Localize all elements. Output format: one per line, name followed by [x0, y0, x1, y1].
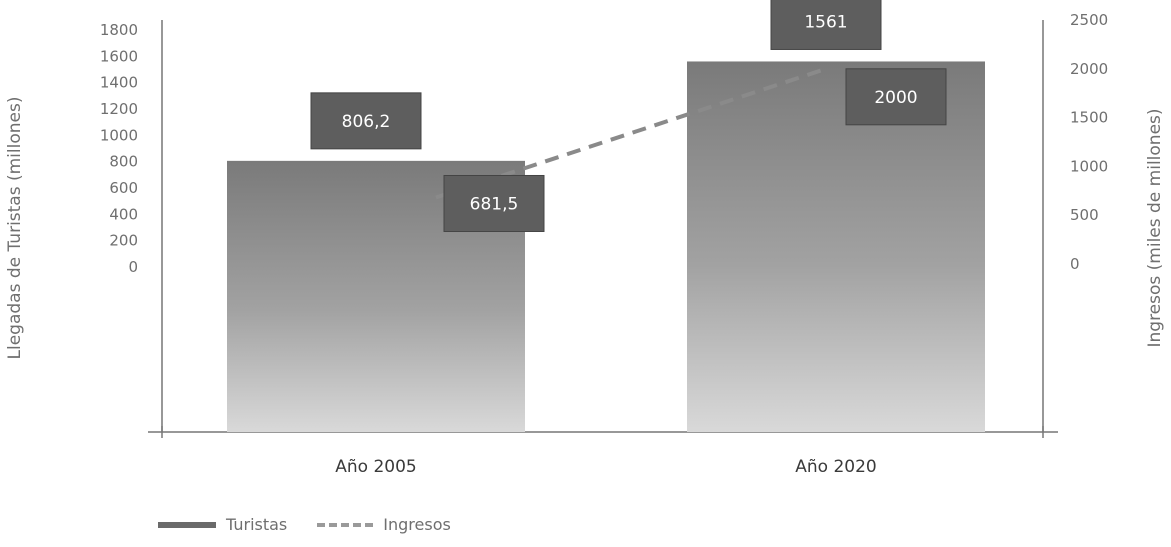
left-axis-tick-label: 1800: [100, 21, 138, 39]
category-label: Año 2005: [335, 457, 416, 477]
line-data-label-box: [845, 68, 947, 126]
line-data-label: 681,5: [470, 194, 519, 214]
right-axis-tick-label: 500: [1070, 206, 1099, 224]
legend-swatch-ingresos: [317, 522, 374, 527]
right-axis-title: Ingresos (miles de millones): [1145, 108, 1165, 347]
left-axis-tick-label: 1000: [100, 126, 138, 144]
line-data-label-box: [443, 174, 545, 232]
left-axis-tick-label: 400: [109, 205, 138, 223]
right-axis-tick-label: 1500: [1070, 109, 1108, 127]
left-axis-tick-label: 1200: [100, 100, 138, 118]
legend-label-turistas: Turistas: [226, 515, 288, 534]
left-axis-tick-label: 800: [109, 153, 138, 171]
left-axis-tick-label: 600: [109, 179, 138, 197]
category-label: Año 2020: [795, 457, 876, 477]
legend-label-ingresos: Ingresos: [383, 515, 451, 534]
bar-data-label: 1561: [804, 12, 847, 32]
legend: Turistas Ingresos: [158, 515, 451, 534]
right-axis-tick-label: 2000: [1070, 60, 1108, 78]
right-axis-tick-label: 1000: [1070, 157, 1108, 175]
left-axis-tick-label: 1400: [100, 74, 138, 92]
legend-swatch-turistas: [158, 521, 216, 528]
line-data-label: 2000: [874, 88, 917, 108]
bar-data-label-box: [770, 0, 882, 50]
bar-data-label: 806,2: [342, 112, 391, 132]
right-axis-tick-label: 0: [1070, 255, 1080, 273]
left-axis-tick-label: 0: [128, 258, 138, 276]
bar-data-label-box: [310, 92, 422, 150]
left-axis-tick-label: 200: [109, 232, 138, 250]
right-axis-tick-label: 2500: [1070, 11, 1108, 29]
left-axis-tick-label: 1600: [100, 47, 138, 65]
left-axis-title: Llegadas de Turistas (millones): [5, 97, 25, 360]
